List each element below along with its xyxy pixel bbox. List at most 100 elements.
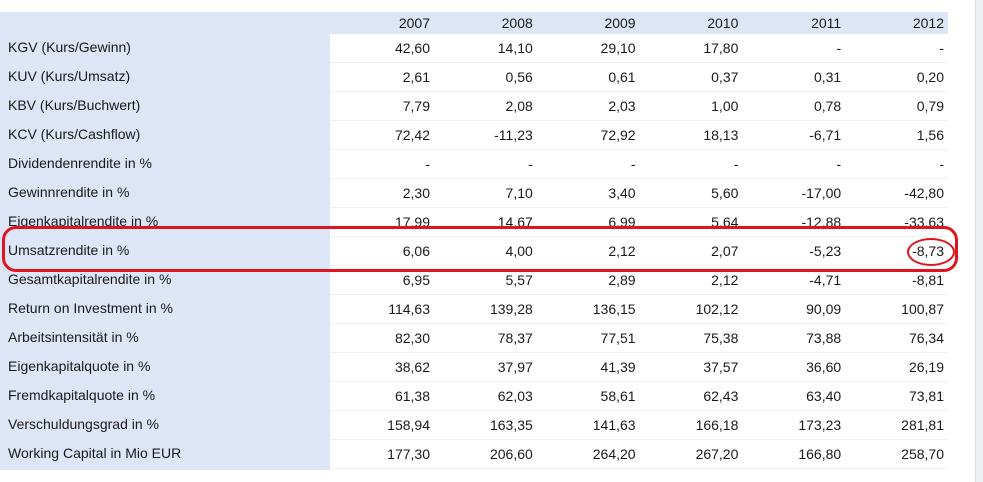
cell-value: 1,00	[711, 98, 739, 114]
year-header: 2007	[398, 15, 430, 31]
cell-value: 14,10	[497, 40, 533, 56]
cell-value: 37,57	[703, 359, 739, 375]
cell-value: 206,60	[489, 446, 533, 462]
row-label: Gesamtkapitalrendite in %	[8, 271, 172, 287]
cell-value: -11,23	[494, 127, 533, 143]
cell-value: -	[630, 156, 636, 172]
cell-value: 42,60	[394, 40, 430, 56]
row-label: Return on Investment in %	[8, 300, 173, 316]
cell-value: 1,56	[916, 127, 944, 143]
cell-value: -6,71	[809, 127, 842, 143]
cell-value: 62,03	[497, 388, 533, 404]
scrollbar	[975, 0, 983, 482]
cell-value: 73,81	[908, 388, 944, 404]
cell-value: 173,23	[798, 417, 842, 433]
cell-value: 163,35	[489, 417, 533, 433]
row-label: KBV (Kurs/Buchwert)	[8, 97, 141, 113]
row-label: Gewinnrendite in %	[8, 184, 130, 200]
cell-value: 264,20	[592, 446, 636, 462]
cell-value: 141,63	[592, 417, 636, 433]
cell-value: 73,88	[806, 330, 842, 346]
cell-value: 258,70	[901, 446, 944, 462]
cell-value: -42,80	[904, 185, 944, 201]
cell-value: 61,38	[394, 388, 430, 404]
row-label: Fremdkapitalquote in %	[8, 387, 156, 403]
row-separator	[330, 62, 948, 63]
cell-value: 58,61	[600, 388, 636, 404]
cell-value: 41,39	[600, 359, 636, 375]
cell-value: 37,97	[497, 359, 533, 375]
cell-value: 0,37	[711, 69, 739, 85]
cell-value: 82,30	[394, 330, 430, 346]
row-separator	[330, 439, 948, 440]
cell-value: 76,34	[908, 330, 944, 346]
header-row	[330, 12, 948, 34]
cell-value: 18,13	[703, 127, 739, 143]
year-header: 2009	[604, 15, 636, 31]
cell-value: 0,78	[813, 98, 842, 114]
cell-value: 2,07	[711, 243, 739, 259]
cell-value: 166,80	[798, 446, 842, 462]
cell-value: 158,94	[387, 417, 430, 433]
cell-value: 0,79	[916, 98, 944, 114]
cell-value: 2,03	[608, 98, 636, 114]
row-separator	[330, 236, 948, 237]
cell-value: 6,06	[402, 243, 430, 259]
cell-value: 2,30	[402, 185, 430, 201]
cell-value: 36,60	[806, 359, 842, 375]
row-separator	[330, 91, 948, 92]
cell-value: 72,42	[394, 127, 430, 143]
cell-value: -	[939, 156, 944, 172]
year-header: 2011	[811, 15, 842, 31]
cell-value: 3,40	[608, 185, 636, 201]
row-label: Umsatzrendite in %	[8, 242, 130, 258]
highlight-row	[2, 226, 958, 272]
row-separator	[330, 149, 948, 150]
row-separator	[330, 381, 948, 382]
cell-value: -8,81	[912, 272, 944, 288]
cell-value: 2,89	[608, 272, 636, 288]
cell-value: 114,63	[388, 301, 430, 317]
cell-value: 72,92	[600, 127, 636, 143]
cell-value: 2,12	[711, 272, 739, 288]
label-column	[0, 12, 330, 470]
cell-value: 62,43	[703, 388, 739, 404]
cell-value: -	[939, 40, 944, 56]
row-separator	[330, 468, 948, 469]
row-label: Eigenkapitalrendite in %	[8, 213, 159, 229]
cell-value: 6,95	[402, 272, 430, 288]
cell-value: 63,40	[806, 388, 842, 404]
row-label: KGV (Kurs/Gewinn)	[8, 39, 131, 55]
cell-value: -	[528, 156, 533, 172]
year-header: 2010	[707, 15, 739, 31]
cell-value: 0,61	[608, 69, 636, 85]
cell-value: 177,30	[387, 446, 430, 462]
row-separator	[330, 352, 948, 353]
row-separator	[330, 294, 948, 295]
cell-value: 2,08	[505, 98, 533, 114]
row-label: Working Capital in Mio EUR	[8, 445, 182, 461]
cell-value: -	[733, 156, 739, 172]
cell-value: -	[836, 40, 842, 56]
cell-value: 102,12	[695, 301, 739, 317]
cell-value: 4,00	[505, 243, 533, 259]
cell-value: 100,87	[901, 301, 944, 317]
row-label: Eigenkapitalquote in %	[8, 358, 151, 374]
row-separator	[330, 178, 948, 179]
cell-value: -	[425, 156, 430, 172]
cell-value: 29,10	[600, 40, 636, 56]
cell-value: 90,09	[806, 301, 842, 317]
cell-value: 78,37	[497, 330, 533, 346]
cell-value: 5,60	[711, 185, 739, 201]
cell-value: 38,62	[394, 359, 430, 375]
row-label: Arbeitsintensität in %	[8, 329, 139, 345]
cell-value: 0,20	[916, 69, 944, 85]
cell-value: 5,57	[505, 272, 533, 288]
cell-value: 0,56	[505, 69, 533, 85]
year-header: 2012	[912, 15, 944, 31]
cell-value: 7,10	[505, 185, 533, 201]
row-separator	[330, 323, 948, 324]
cell-value: 2,12	[608, 243, 636, 259]
cell-value: 281,81	[901, 417, 944, 433]
